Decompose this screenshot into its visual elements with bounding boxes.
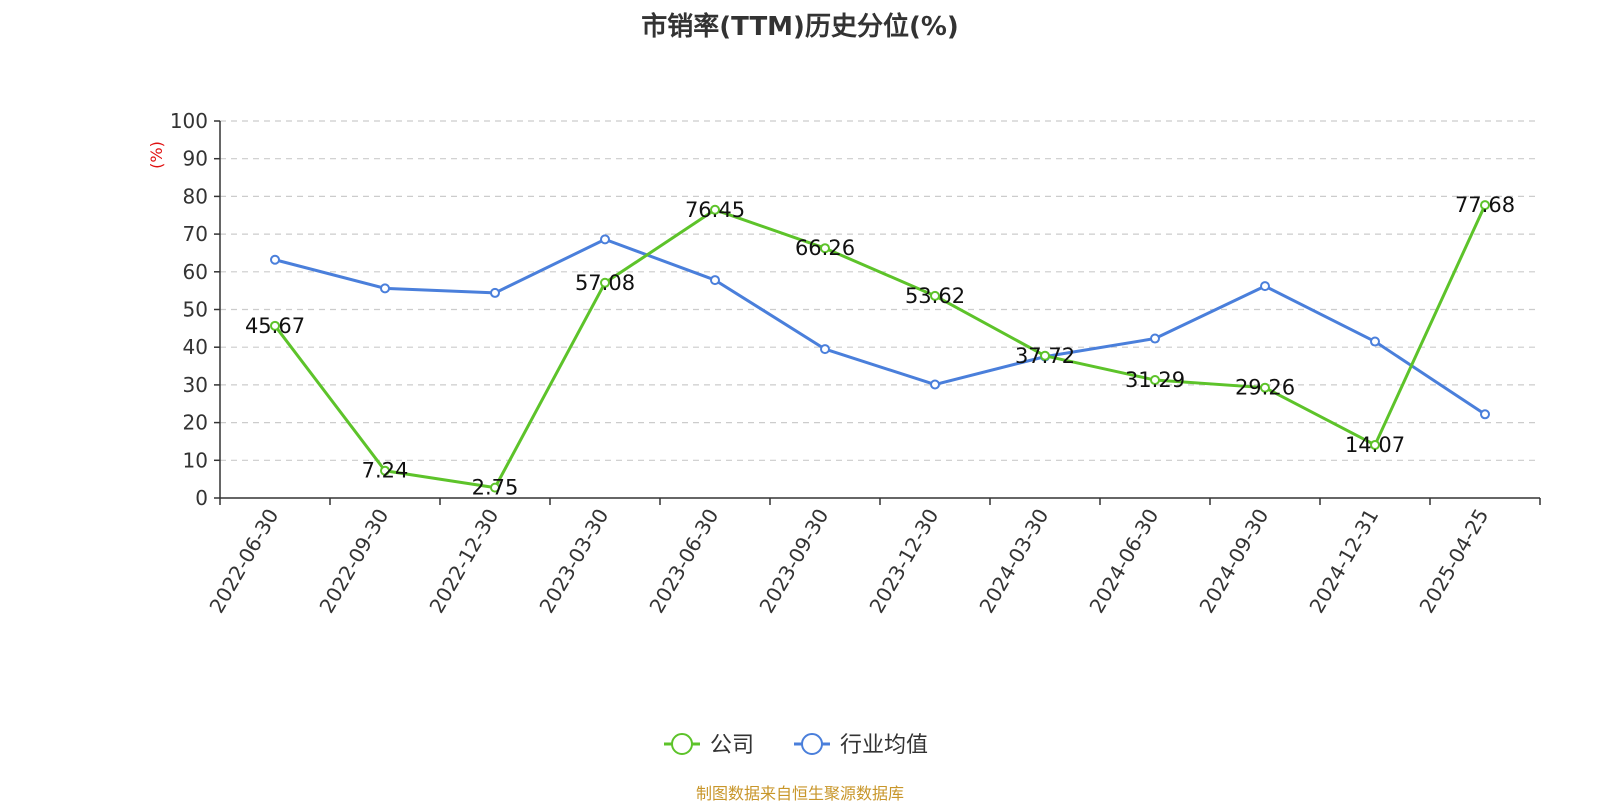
legend-item-0[interactable]: 公司 <box>664 733 754 758</box>
y-tick-label: 70 <box>183 222 208 246</box>
data-point <box>930 290 940 301</box>
data-point <box>1370 439 1380 450</box>
data-point <box>1260 382 1270 393</box>
series-group <box>270 200 1490 493</box>
data-point <box>490 287 500 298</box>
data-point <box>930 379 940 390</box>
data-point <box>270 320 280 331</box>
data-point <box>1150 333 1160 344</box>
data-point <box>710 275 720 286</box>
x-tick-label: 2022-09-30 <box>314 505 393 618</box>
x-tick-label: 2023-09-30 <box>754 505 833 618</box>
data-label: 45.67 <box>245 314 305 338</box>
y-tick-label: 0 <box>195 486 208 510</box>
data-label: 53.62 <box>905 284 965 308</box>
series-line-0 <box>273 204 1487 490</box>
data-label: 37.72 <box>1015 344 1075 368</box>
data-label: 57.08 <box>575 271 635 295</box>
data-point <box>1260 281 1270 292</box>
x-tick-label: 2023-12-30 <box>864 505 943 618</box>
y-tick-label: 40 <box>183 335 208 359</box>
y-tick-label: 30 <box>183 373 208 397</box>
data-point <box>1040 350 1050 361</box>
data-point <box>1480 409 1490 420</box>
data-point <box>600 234 610 245</box>
y-axis-unit-label: (%) <box>147 141 166 169</box>
y-tick-label: 90 <box>183 147 208 171</box>
x-tick-label: 2023-06-30 <box>644 505 723 618</box>
data-point <box>270 254 280 265</box>
data-point <box>600 277 610 288</box>
data-point <box>1480 200 1490 211</box>
x-tick-label: 2025-04-25 <box>1414 505 1493 618</box>
data-label: 76.45 <box>685 198 745 222</box>
data-point <box>820 243 830 254</box>
data-label: 2.75 <box>472 476 519 500</box>
data-label: 31.29 <box>1125 368 1185 392</box>
legend-label: 行业均值 <box>840 733 928 758</box>
y-tick-label: 60 <box>183 260 208 284</box>
y-tick-label: 20 <box>183 411 208 435</box>
x-tick-label: 2022-06-30 <box>204 505 283 618</box>
legend[interactable]: 公司 行业均值 <box>664 733 928 758</box>
chart-title: 市销率(TTM)历史分位(%) <box>641 12 959 42</box>
y-tick-label: 10 <box>183 448 208 472</box>
data-point <box>380 465 390 476</box>
data-label: 77.68 <box>1455 193 1515 217</box>
legend-label: 公司 <box>710 733 754 758</box>
axes: 0 10 20 30 40 50 60 70 80 90 100(%) 2022-06-30 2022-… <box>147 109 1541 618</box>
data-point <box>380 283 390 294</box>
x-tick-label: 2024-06-30 <box>1084 505 1163 618</box>
data-label: 7.24 <box>362 459 409 483</box>
data-labels: 45.67 7.24 2.75 57.08 76.45 66.26 53.62 37.72 31… <box>245 193 1515 499</box>
x-tick-label: 2024-03-30 <box>974 505 1053 618</box>
y-tick-label: 100 <box>170 109 208 133</box>
data-point <box>1150 375 1160 386</box>
data-point <box>1370 336 1380 347</box>
y-tick-label: 50 <box>183 298 208 322</box>
data-point <box>490 482 500 493</box>
data-source-note: 制图数据来自恒生聚源数据库 <box>695 784 904 803</box>
series-line-1 <box>274 237 1486 416</box>
x-tick-label: 2024-12-31 <box>1304 505 1383 618</box>
data-point <box>710 204 720 215</box>
x-tick-label: 2023-03-30 <box>534 505 613 618</box>
data-label: 66.26 <box>795 236 855 260</box>
data-label: 14.07 <box>1345 433 1405 457</box>
legend-swatch-marker <box>801 733 823 755</box>
x-tick-label: 2024-09-30 <box>1194 505 1273 618</box>
data-point <box>820 344 830 355</box>
x-tick-label: 2022-12-30 <box>424 505 503 618</box>
legend-item-1[interactable]: 行业均值 <box>794 733 928 758</box>
y-tick-label: 80 <box>183 184 208 208</box>
legend-swatch-marker <box>671 733 693 755</box>
data-label: 29.26 <box>1235 376 1295 400</box>
